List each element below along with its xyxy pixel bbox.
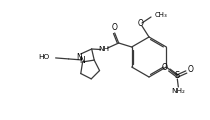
Text: CH₃: CH₃ [155,12,168,18]
Text: S: S [175,72,180,81]
Text: N: N [80,56,85,65]
Text: O: O [161,63,167,72]
Text: NH₂: NH₂ [171,88,185,94]
Text: O: O [187,66,193,75]
Text: O: O [112,24,118,33]
Text: N: N [76,53,81,61]
Text: NH: NH [99,46,110,52]
Text: HO: HO [38,54,49,60]
Text: O: O [138,19,144,28]
